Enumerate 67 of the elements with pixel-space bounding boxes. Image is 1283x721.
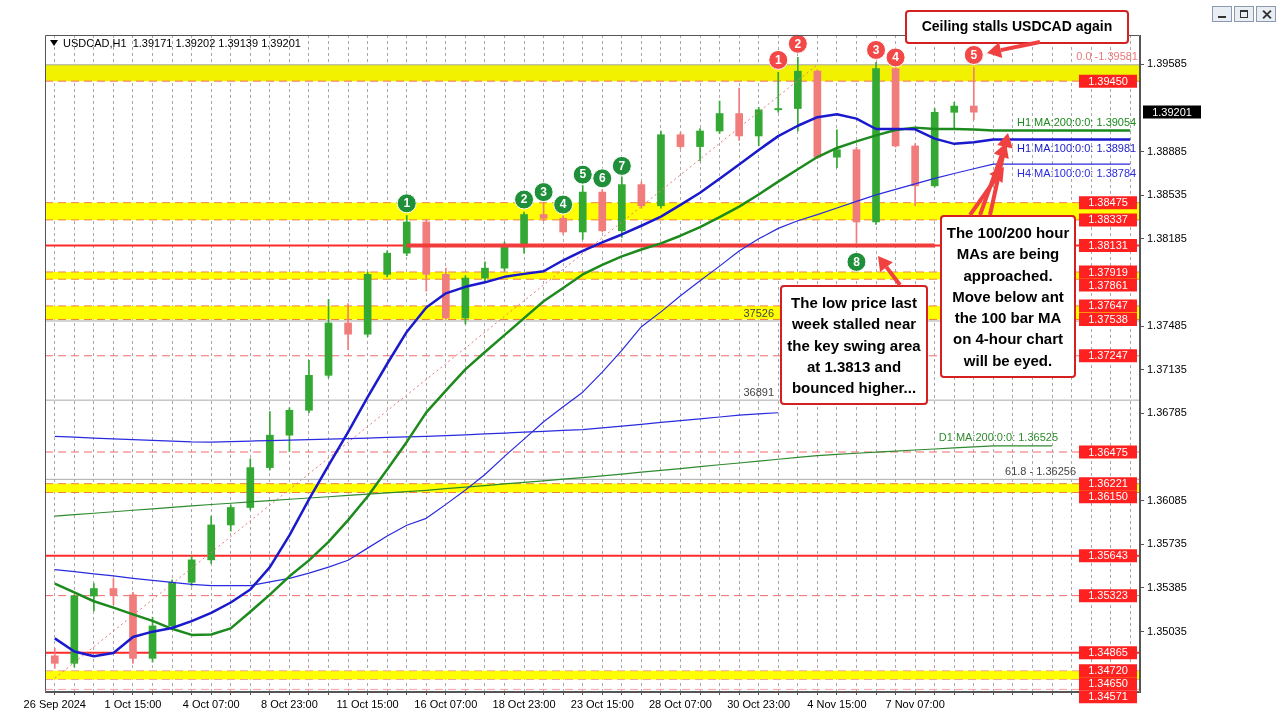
annotation: 37526 [743, 306, 774, 319]
ref-line-label: 1.34865 [1088, 646, 1128, 659]
x-tick-label: 4 Oct 07:00 [182, 697, 240, 710]
y-tick-label: 1.38535 [1147, 188, 1187, 201]
ref-line-label: 1.34720 [1088, 664, 1128, 677]
text: 1.39201 [1152, 105, 1192, 118]
ref-line-label: 1.37861 [1088, 278, 1128, 291]
x-tick-label: 26 Sep 2024 [23, 697, 86, 710]
ref-line-label: 1.37647 [1088, 299, 1128, 312]
y-tick-label: 1.38885 [1147, 144, 1187, 157]
chart-title: USDCAD,H1 1.39171 1.39202 1.39139 1.39201 [63, 37, 301, 49]
x-tick-label: 18 Oct 23:00 [492, 697, 556, 710]
annotation: D1 MA:200:0:0: 1.36525 [938, 431, 1059, 444]
ref-line-label: 1.36150 [1088, 490, 1128, 503]
annotation: 7 [618, 158, 626, 173]
y-tick-label: 1.35035 [1147, 624, 1187, 637]
annotation: 5 [579, 167, 587, 182]
x-tick-label: 8 Oct 23:00 [260, 697, 318, 710]
annotation: The 100/200 hour MAs are being approached. Move below ant the 100 bar MA on 4-hour chart will be eyed. [940, 215, 1076, 379]
ref-line-label: 1.34650 [1088, 677, 1128, 690]
x-tick-label: 30 Oct 23:00 [727, 697, 791, 710]
x-tick-label: 28 Oct 07:00 [648, 697, 712, 710]
annotation: 36891 [743, 385, 774, 398]
annotation: H4 MA:100:0:0: 1.38784 [1016, 166, 1137, 179]
ref-line-label: 1.38131 [1088, 239, 1128, 252]
annotation: 8 [853, 254, 861, 269]
x-tick-label: 1 Oct 15:00 [104, 697, 162, 710]
y-tick-label: 1.37485 [1147, 319, 1187, 332]
annotation: 3 [872, 42, 880, 57]
y-tick-label: 1.37135 [1147, 362, 1187, 375]
annotation: 6 [598, 171, 606, 186]
annotation: 4 [892, 50, 900, 65]
ref-line-label: 1.35323 [1088, 589, 1128, 602]
y-tick-label: 1.38185 [1147, 231, 1187, 244]
x-tick-label: 11 Oct 15:00 [336, 697, 399, 710]
ref-line-label: 1.38337 [1088, 213, 1128, 226]
ref-line-label: 1.36221 [1088, 477, 1128, 490]
annotation: 3 [540, 184, 548, 199]
annotation: 1 [403, 196, 411, 211]
y-tick-label: 1.35735 [1147, 537, 1187, 550]
annotation: 5 [970, 47, 978, 62]
text: Ceiling stalls USDCAD again [905, 10, 1129, 44]
y-tick-label: 1.39585 [1147, 57, 1187, 70]
ref-line-label: 1.35643 [1088, 549, 1128, 562]
annotation: 0.0 -1.39581 [1076, 50, 1138, 63]
annotation: 61.8 - 1.36256 [1005, 464, 1076, 477]
annotation: 2 [520, 192, 528, 207]
x-tick-label: 7 Nov 07:00 [885, 697, 945, 710]
x-tick-label: 4 Nov 15:00 [807, 697, 867, 710]
x-tick-label: 16 Oct 07:00 [414, 697, 478, 710]
x-tick-label: 23 Oct 15:00 [570, 697, 634, 710]
y-tick-label: 1.35385 [1147, 580, 1187, 593]
ref-line-label: 1.37247 [1088, 349, 1128, 362]
annotation: 1 [774, 52, 782, 67]
ref-line-label: 1.37919 [1088, 265, 1128, 278]
annotation: H1 MA:100:0:0: 1.38981 [1016, 142, 1137, 155]
annotation: 2 [794, 36, 802, 51]
ref-line-label: 1.39450 [1088, 74, 1128, 87]
y-tick-label: 1.36785 [1147, 406, 1187, 419]
ref-line-label: 1.38475 [1088, 196, 1128, 209]
y-tick-label: 1.36085 [1147, 493, 1187, 506]
annotation: H1 MA:200:0:0: 1.39054 [1016, 116, 1137, 129]
annotation: The low price last week stalled near the key swing area at 1.3813 and bounced higher... [780, 285, 928, 406]
annotation: 4 [559, 197, 567, 212]
ref-line-label: 1.36475 [1088, 445, 1128, 458]
ref-line-label: 1.34571 [1088, 690, 1128, 703]
ref-line-label: 1.37538 [1088, 313, 1128, 326]
